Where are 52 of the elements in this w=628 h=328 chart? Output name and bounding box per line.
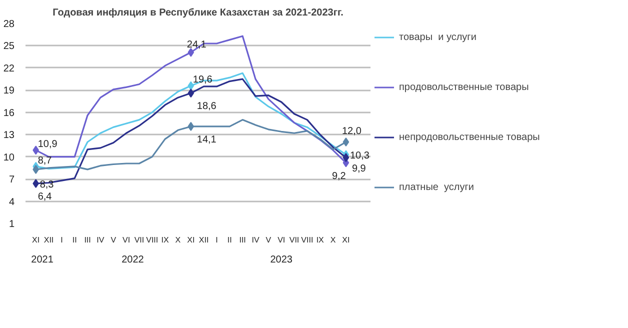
x-tick-label: I: [60, 236, 63, 244]
x-tick-label: VIII: [146, 236, 158, 244]
data-label: 18,6: [196, 101, 217, 112]
data-label: 10,9: [38, 139, 58, 150]
x-tick-label: III: [239, 236, 246, 244]
x-tick-label: IX: [316, 236, 325, 244]
legend-label: товары и услуги: [399, 32, 476, 42]
legend-label: платные услуги: [399, 182, 474, 192]
x-tick-label: XI: [32, 236, 40, 244]
y-tick-label: 19: [3, 86, 15, 97]
x-tick-label: X: [175, 236, 182, 244]
data-label: 12,0: [342, 126, 362, 138]
data-label: 8,7: [38, 155, 52, 166]
x-tick-label: XI: [187, 236, 195, 244]
legend-label: продовольственные товары: [399, 82, 529, 92]
text: 2021: [31, 254, 54, 266]
y-tick-label: 1: [8, 219, 15, 230]
x-tick-label: II: [227, 236, 232, 244]
x-tick-label: V: [266, 236, 272, 244]
data-label: 10,3: [350, 150, 370, 162]
x-tick-label: X: [330, 236, 336, 244]
y-tick-label: 4: [8, 196, 15, 208]
x-tick-label: III: [84, 236, 91, 244]
x-tick-label: VII: [134, 236, 144, 244]
x-tick-label: XII: [198, 236, 209, 244]
data-label: 6,4: [38, 192, 52, 202]
x-tick-label: VIII: [301, 236, 314, 244]
y-tick-label: 13: [3, 130, 15, 142]
x-tick-label: IV: [96, 236, 105, 244]
text: 2023: [270, 254, 293, 266]
y-tick-label: 16: [3, 108, 15, 119]
x-tick-label: IV: [252, 236, 260, 244]
x-tick-label: II: [72, 236, 77, 244]
y-tick-label: 25: [3, 41, 15, 52]
x-tick-label: V: [110, 236, 117, 244]
y-tick-label: 28: [3, 19, 15, 30]
y-tick-label: 7: [8, 174, 15, 186]
legend-label: непродовольственные товары: [399, 132, 540, 142]
data-label: 14,1: [196, 134, 217, 146]
x-tick-label: XI: [342, 236, 350, 244]
x-tick-label: XII: [44, 236, 54, 244]
data-label: 9,9: [352, 164, 366, 175]
x-tick-label: IX: [161, 236, 170, 244]
y-tick-label: 10: [3, 152, 15, 164]
x-tick-label: I: [216, 236, 218, 244]
text: 2022: [122, 254, 144, 266]
y-tick-label: 22: [3, 63, 15, 74]
x-tick-label: VII: [289, 236, 300, 244]
x-tick-label: VI: [278, 236, 286, 244]
data-label: 9,2: [332, 170, 346, 182]
x-tick-label: VI: [122, 236, 130, 244]
chart-title: Годовая инфляция в Республике Казахстан за 2021-2023гг.: [52, 8, 344, 18]
